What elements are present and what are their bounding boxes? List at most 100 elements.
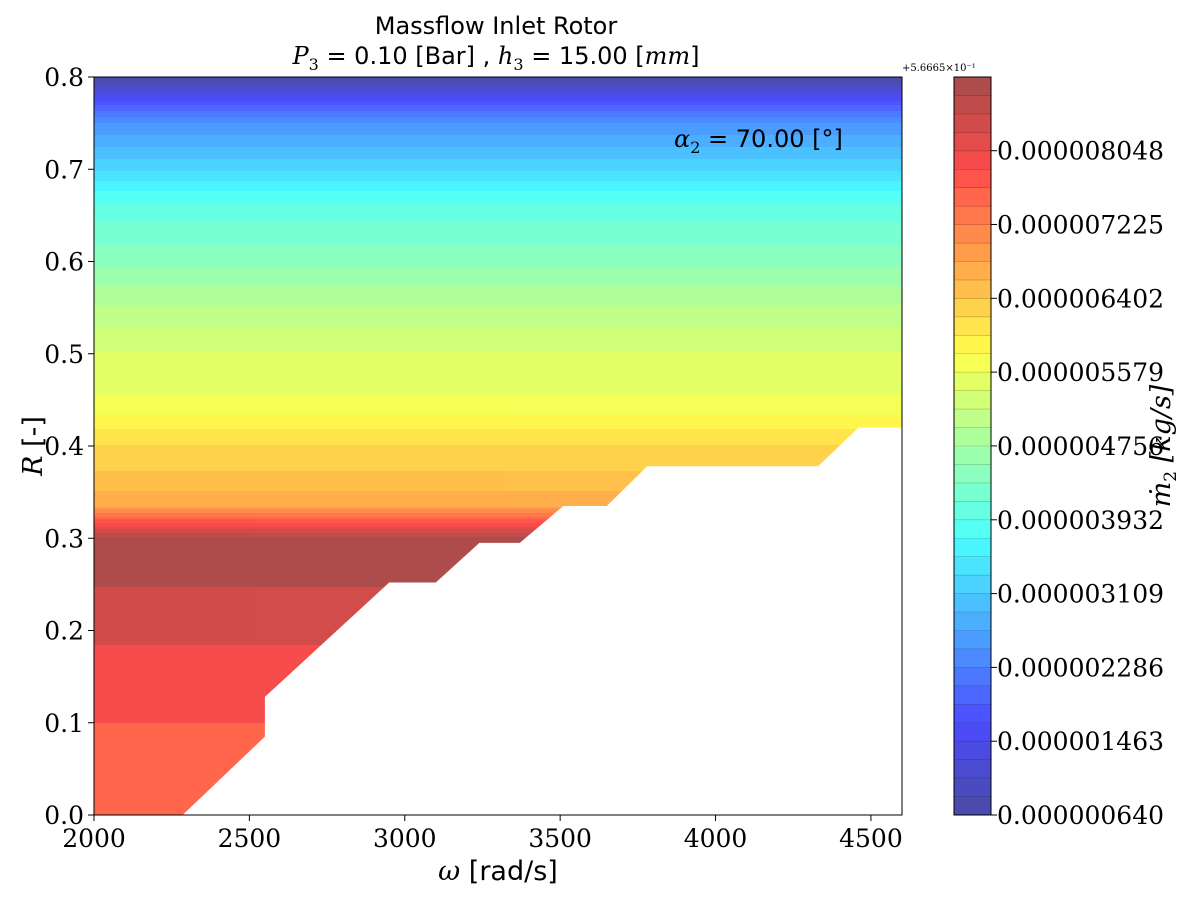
contour-band	[94, 471, 902, 474]
contour-band	[94, 409, 902, 412]
contour-band	[94, 209, 902, 212]
contour-band	[94, 337, 902, 340]
contour-band	[94, 507, 902, 510]
colorbar-offset: +5.6665×10⁻¹	[902, 63, 976, 74]
contour-band	[94, 511, 902, 514]
contour-band	[94, 249, 902, 252]
x-axis-ticks: 2000 2500 3000 3500 4000 4500	[62, 815, 903, 853]
colorbar-level	[954, 224, 991, 244]
contour-band	[94, 103, 902, 106]
contour-band	[94, 503, 902, 506]
contour-band	[94, 297, 902, 300]
colorbar-level	[954, 132, 991, 152]
contour-band	[94, 265, 902, 268]
contour-band	[94, 99, 902, 102]
colorbar-level	[954, 446, 991, 465]
contour-band	[94, 197, 902, 200]
colorbar-level	[954, 759, 991, 779]
contour-band	[94, 285, 902, 288]
contour-band	[94, 267, 902, 270]
contour-band	[94, 397, 902, 400]
x-tick-label: 2000	[62, 824, 126, 853]
contour-band	[94, 517, 902, 520]
contour-band	[94, 487, 902, 490]
contour-band	[94, 399, 902, 402]
colorbar-level	[954, 150, 991, 170]
colorbar-level	[954, 612, 991, 631]
contour-band	[94, 289, 902, 292]
colorbar-level	[954, 538, 991, 558]
contour-band	[94, 247, 902, 250]
contour-band	[94, 301, 902, 304]
contour-band	[94, 387, 902, 390]
y-tick-label: 0.5	[44, 340, 84, 369]
contour-band	[94, 367, 902, 370]
contour-band	[94, 499, 902, 502]
contour-band	[94, 105, 902, 108]
colorbar-tick-label: 0.000005579	[997, 358, 1164, 387]
contour-band	[94, 803, 902, 806]
contour-band	[94, 237, 902, 240]
contour-band	[94, 143, 902, 146]
y-axis-label: R [-]	[18, 416, 49, 477]
colorbar-level	[954, 113, 991, 133]
contour-band	[94, 253, 902, 256]
colorbar-level	[954, 778, 991, 797]
colorbar-tick-label: 0.000008048	[997, 137, 1164, 166]
contour-band	[94, 333, 902, 336]
contour-band	[94, 791, 902, 794]
contour-band	[94, 199, 902, 202]
contour-band	[94, 255, 902, 258]
contour-band	[94, 189, 902, 192]
contour-band	[94, 293, 902, 296]
contour-band	[94, 101, 902, 104]
y-tick-label: 0.3	[44, 524, 84, 553]
contour-band	[94, 433, 902, 436]
contour-band	[94, 393, 902, 396]
contour-band	[94, 275, 902, 278]
contour-band	[94, 453, 902, 456]
y-tick-label: 0.0	[44, 801, 84, 830]
contour-band	[94, 159, 902, 162]
y-tick-label: 0.6	[44, 248, 84, 277]
contour-band	[94, 527, 902, 530]
colorbar-level	[954, 482, 991, 502]
contour-band	[94, 219, 902, 222]
x-tick-label: 3500	[528, 824, 592, 853]
contour-band	[94, 187, 902, 190]
contour-band	[94, 315, 902, 318]
contour-band	[94, 155, 902, 158]
colorbar-tick-label: 0.000004756	[997, 432, 1164, 461]
contour-band	[94, 273, 902, 276]
contour-band	[94, 261, 902, 264]
contour-band	[94, 147, 902, 150]
contour-band	[94, 283, 902, 286]
contour-band	[94, 347, 902, 350]
colorbar: 0.000000640 0.000001463 0.000002286 0.00000…	[902, 63, 1181, 830]
contour-band	[94, 535, 902, 538]
contour-band	[94, 441, 902, 444]
contour-band	[94, 469, 902, 472]
contour-band	[94, 257, 902, 260]
contour-band	[94, 363, 902, 366]
contour-band	[94, 493, 902, 496]
colorbar-level	[954, 187, 991, 207]
contour-band	[94, 467, 902, 470]
contour-band	[94, 423, 902, 426]
contour-band	[94, 259, 902, 262]
colorbar-level	[954, 501, 991, 521]
contour-band	[94, 271, 902, 274]
contour-band	[94, 309, 902, 312]
contour-band	[94, 321, 902, 324]
contour-bands	[94, 77, 902, 815]
contour-band	[94, 241, 902, 244]
contour-band	[94, 139, 902, 142]
colorbar-tick-label: 0.000000640	[997, 801, 1164, 830]
contour-band	[94, 123, 902, 126]
contour-band	[94, 97, 902, 100]
contour-band	[94, 531, 902, 534]
contour-band	[94, 291, 902, 294]
contour-band	[94, 519, 902, 522]
contour-band	[94, 243, 902, 246]
contour-band	[94, 505, 902, 508]
